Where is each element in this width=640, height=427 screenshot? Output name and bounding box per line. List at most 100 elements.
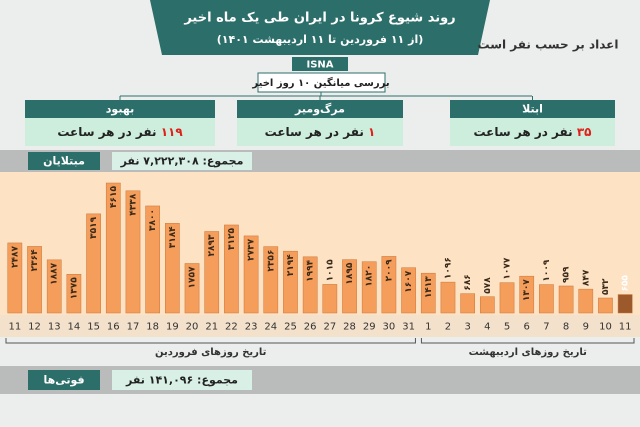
value-label: ۹۵۹ bbox=[562, 266, 572, 283]
subtitle: (از ۱۱ فروردین تا ۱۱ اردیبهشت ۱۴۰۱) bbox=[217, 33, 424, 46]
box-header bbox=[25, 100, 215, 118]
value-label: ۲۳۶۴ bbox=[30, 249, 40, 271]
x-tick-label: 21 bbox=[205, 322, 218, 333]
bar bbox=[420, 272, 436, 314]
value-label: ۴۶۱۵ bbox=[109, 186, 119, 208]
chart-title: مبتلایان bbox=[43, 155, 85, 168]
bar bbox=[46, 259, 62, 314]
title-box bbox=[150, 0, 490, 55]
box-label: مرگ‌ومیر bbox=[294, 102, 345, 116]
box-label: ابتلا bbox=[522, 103, 543, 116]
bar bbox=[86, 213, 101, 314]
deaths-title-box bbox=[28, 370, 100, 390]
group-bracket bbox=[420, 338, 635, 344]
value-label: ۱۷۵۷ bbox=[188, 266, 198, 288]
x-tick-label: 22 bbox=[225, 322, 238, 333]
title: روند شیوع کرونا در ایران طی یک ماه اخیر bbox=[183, 11, 455, 26]
bar bbox=[460, 293, 475, 314]
x-tick-label: 28 bbox=[343, 322, 356, 333]
bar bbox=[617, 294, 633, 314]
x-tick-label: 8 bbox=[563, 322, 569, 333]
value-label: ۶۸۶ bbox=[463, 274, 473, 290]
bar bbox=[539, 284, 554, 314]
value-label: ۱۸۹۵ bbox=[345, 262, 355, 284]
bar bbox=[204, 231, 220, 314]
value-label: ۱۰۹۶ bbox=[443, 257, 453, 279]
box-unit: نفر در هر ساعت bbox=[265, 125, 364, 139]
box-label: بهبود bbox=[106, 103, 134, 116]
deaths-title: فوتی‌ها bbox=[43, 374, 84, 387]
bar bbox=[165, 223, 180, 314]
value-label: ۲۱۹۴ bbox=[286, 254, 296, 276]
box-text: ۱۱۹ نفر در هر ساعت bbox=[57, 125, 183, 139]
value-label: ۲۸۹۳ bbox=[207, 234, 217, 256]
bar bbox=[480, 296, 495, 314]
x-tick-label: 4 bbox=[484, 322, 490, 333]
box-text: ۱ نفر در هر ساعت bbox=[265, 125, 376, 139]
value-label: ۱۰۱۵ bbox=[325, 259, 335, 281]
box-unit: نفر در هر ساعت bbox=[57, 125, 156, 139]
x-tick-label: 26 bbox=[304, 322, 317, 333]
value-label: ۱۶۰۷ bbox=[404, 270, 414, 292]
chart-title-box bbox=[28, 152, 100, 170]
value-label: ۶۵۵ bbox=[621, 275, 631, 292]
x-tick-label: 9 bbox=[583, 322, 589, 333]
value-label: ۱۴۱۳ bbox=[424, 276, 434, 298]
x-tick-label: 10 bbox=[599, 322, 612, 333]
x-tick-label: 1 bbox=[425, 322, 431, 333]
x-tick-label: 16 bbox=[107, 322, 120, 333]
x-tick-label: 13 bbox=[48, 322, 61, 333]
bar bbox=[302, 256, 318, 314]
bar bbox=[578, 288, 594, 314]
box-value: ۱ bbox=[368, 125, 375, 139]
source-box bbox=[292, 57, 348, 71]
value-label: ۳۱۲۵ bbox=[227, 227, 237, 249]
box-unit: نفر در هر ساعت bbox=[473, 125, 572, 139]
box-body bbox=[450, 118, 615, 146]
x-tick-label: 27 bbox=[323, 322, 336, 333]
category-row bbox=[0, 315, 640, 337]
x-tick-label: 20 bbox=[186, 322, 199, 333]
group-bracket bbox=[5, 338, 416, 344]
x-tick-label: 25 bbox=[284, 322, 297, 333]
bar bbox=[283, 250, 298, 314]
value-label: ۱۰۷۷ bbox=[503, 257, 513, 279]
bar bbox=[381, 256, 397, 314]
value-label: ۴۳۳۸ bbox=[128, 193, 138, 215]
source: ISNA bbox=[306, 60, 333, 71]
bar bbox=[361, 261, 377, 314]
bar bbox=[243, 235, 259, 314]
x-tick-label: 30 bbox=[383, 322, 396, 333]
x-tick-label: 24 bbox=[264, 322, 277, 333]
value-label: ۱۳۷۵ bbox=[69, 277, 79, 299]
bar bbox=[27, 246, 42, 314]
x-tick-label: 3 bbox=[464, 322, 470, 333]
bar bbox=[7, 242, 23, 314]
bar bbox=[105, 182, 121, 314]
x-tick-label: 19 bbox=[166, 322, 179, 333]
x-tick-label: 12 bbox=[28, 322, 41, 333]
bar bbox=[125, 190, 141, 314]
value-label: ۲۰۰۹ bbox=[384, 259, 394, 281]
deaths-total: مجموع: ۱۴۱,۰۹۶ نفر bbox=[125, 374, 238, 387]
x-tick-label: 17 bbox=[127, 322, 140, 333]
x-tick-label: 14 bbox=[68, 322, 81, 333]
chart-total: مجموع: ۷,۲۲۲,۳۰۸ نفر bbox=[120, 155, 244, 168]
value-label: ۱۹۹۴ bbox=[306, 259, 316, 281]
bar bbox=[440, 281, 456, 314]
bar bbox=[598, 297, 613, 314]
value-label: ۱۳۰۷ bbox=[522, 279, 532, 301]
value-label: ۲۷۳۷ bbox=[247, 238, 257, 260]
bar bbox=[519, 275, 535, 314]
bar bbox=[66, 274, 82, 314]
value-label: ۲۴۸۷ bbox=[10, 245, 20, 267]
note: اعداد بر حسب نفر است bbox=[478, 38, 619, 52]
deaths-band bbox=[0, 366, 640, 394]
x-tick-label: 2 bbox=[445, 322, 451, 333]
value-label: ۱۸۲۰ bbox=[365, 265, 375, 287]
box-body bbox=[237, 118, 403, 146]
x-tick-label: 15 bbox=[87, 322, 100, 333]
box-body bbox=[25, 118, 215, 146]
value-label: ۱۸۸۷ bbox=[50, 262, 60, 284]
